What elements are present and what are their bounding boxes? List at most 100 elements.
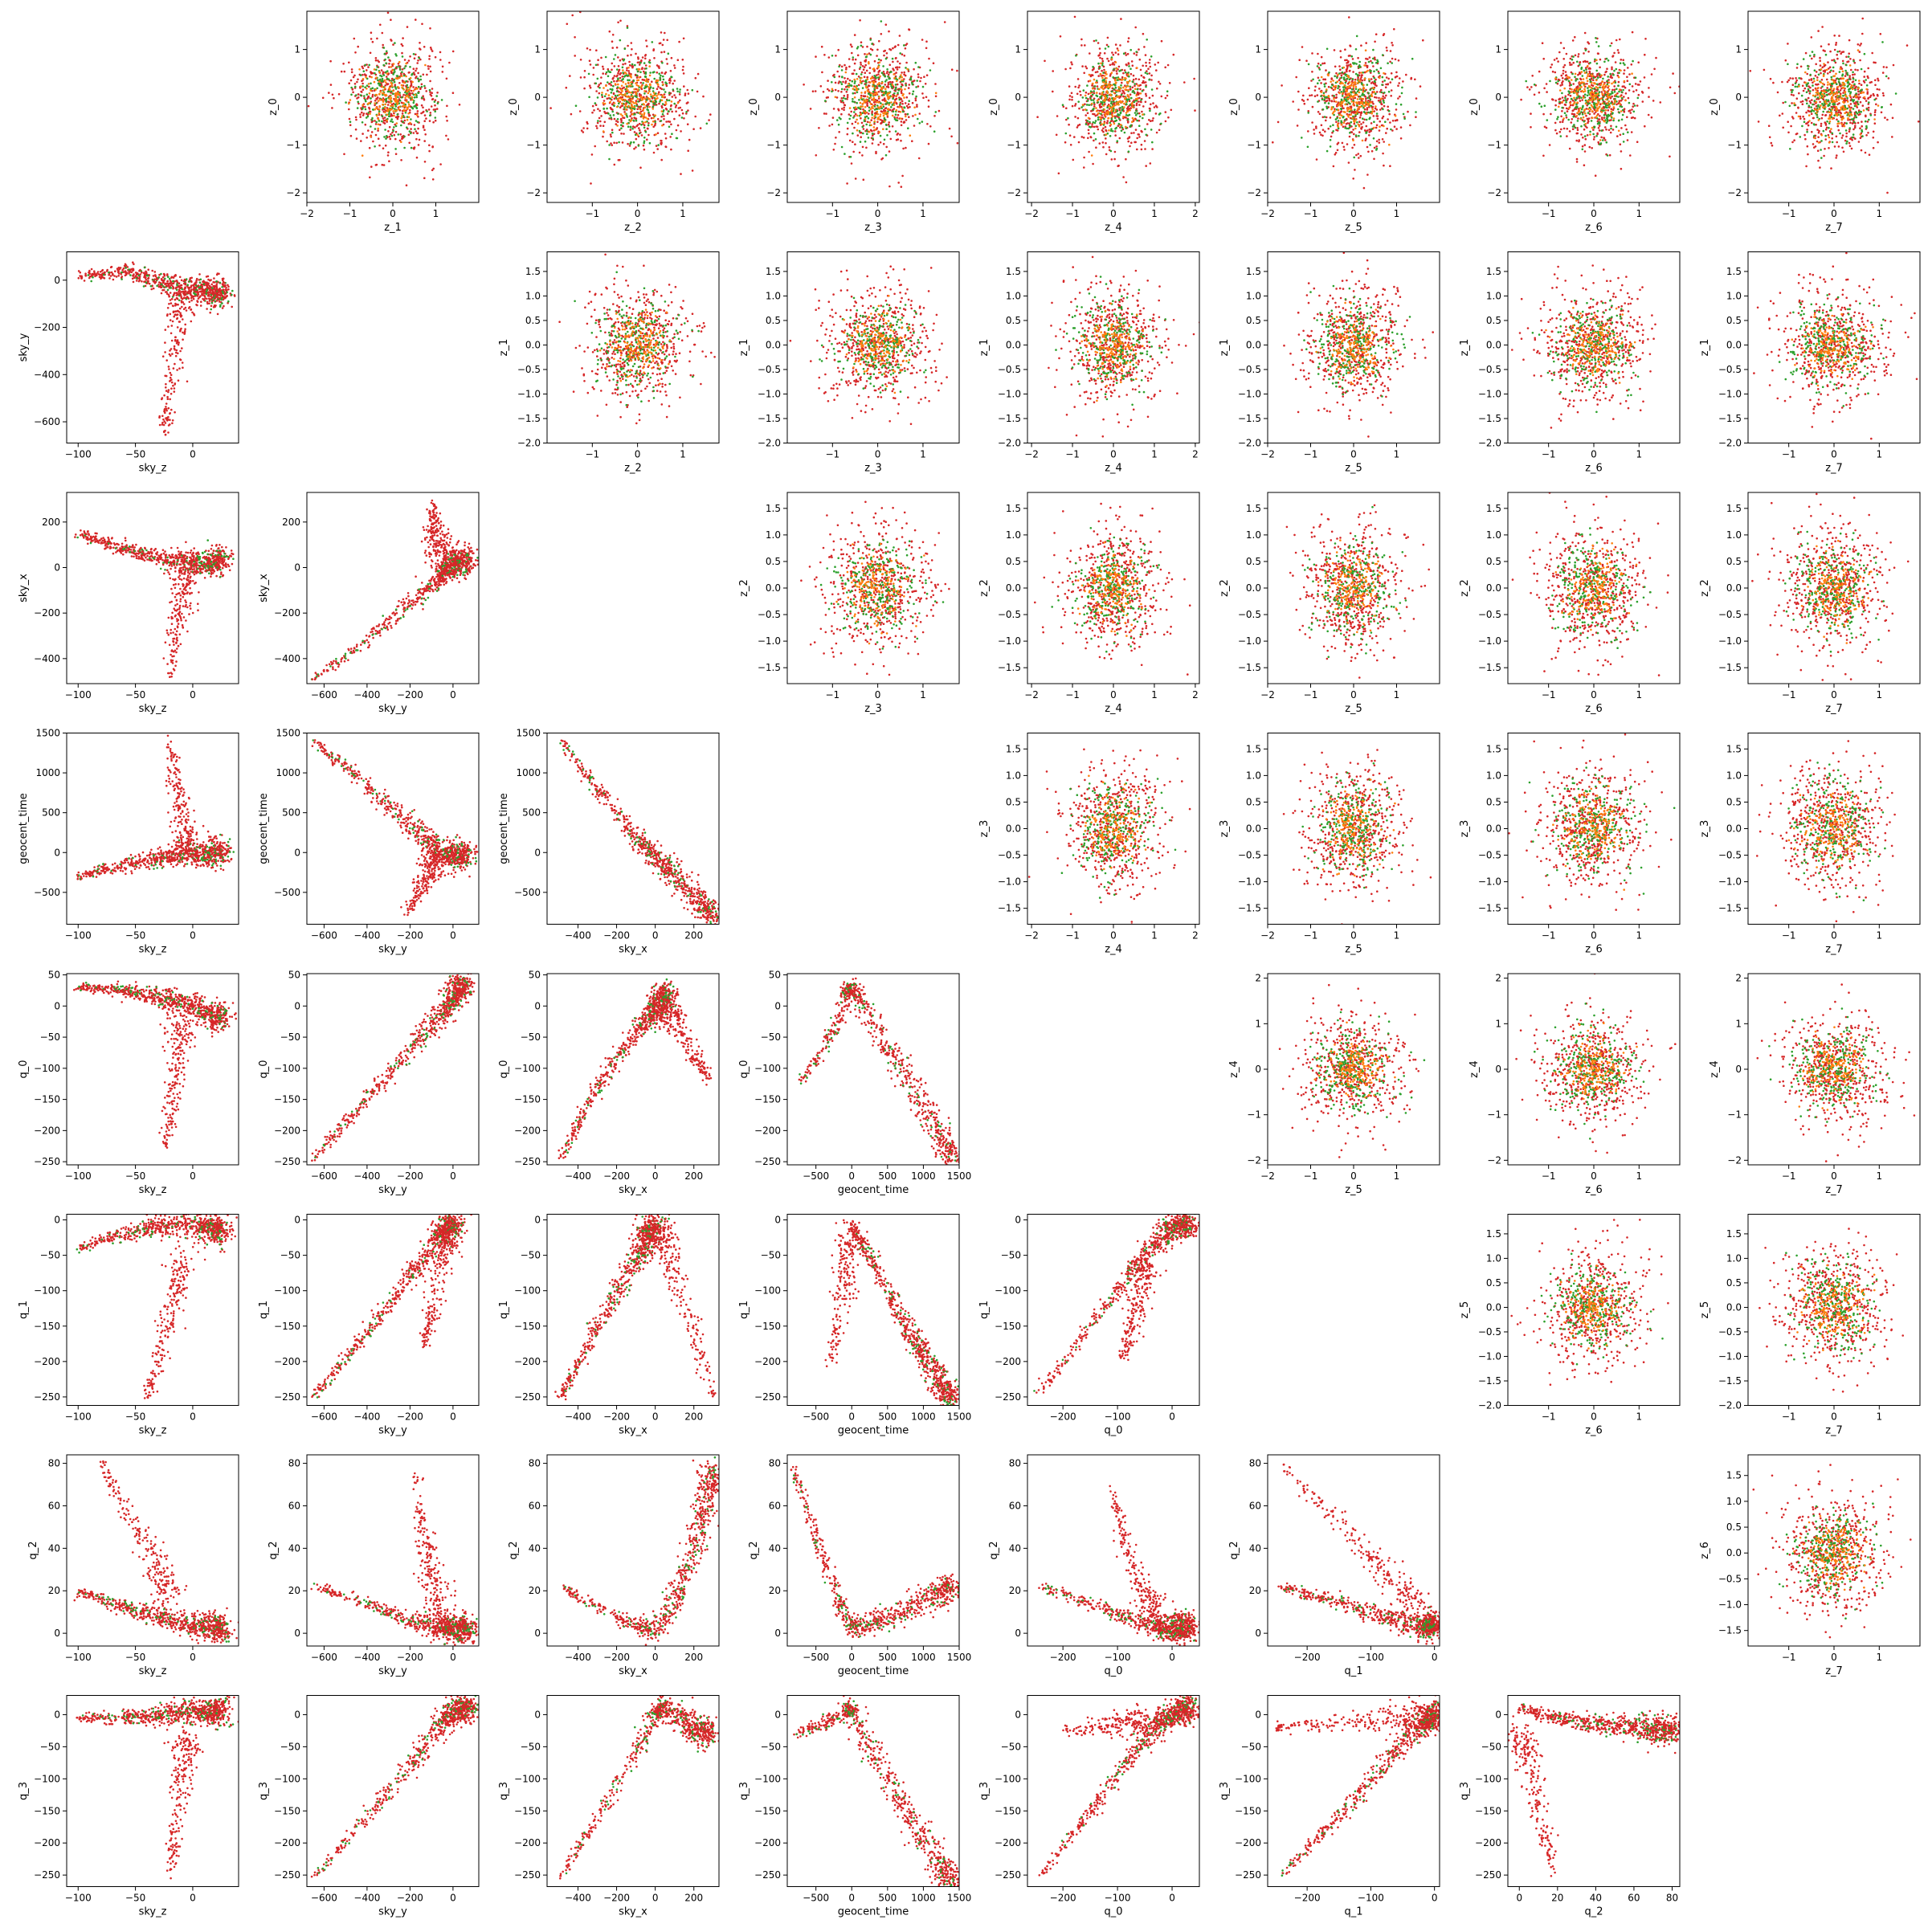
scatter-point bbox=[850, 43, 852, 46]
scatter-point bbox=[1122, 91, 1125, 93]
scatter-point bbox=[1105, 115, 1107, 117]
scatter-point bbox=[385, 81, 387, 84]
scatter-point bbox=[1338, 79, 1341, 81]
scatter-point bbox=[634, 64, 636, 67]
scatter-point bbox=[1155, 104, 1158, 107]
scatter-point bbox=[1352, 78, 1354, 80]
scatter-point bbox=[1342, 83, 1344, 85]
scatter-point bbox=[887, 76, 889, 78]
scatter-point bbox=[1348, 161, 1350, 164]
scatter-point bbox=[656, 80, 658, 83]
scatter-point bbox=[1112, 105, 1114, 108]
scatter-point bbox=[601, 92, 603, 94]
scatter-point bbox=[834, 143, 836, 145]
scatter-point bbox=[636, 84, 639, 87]
scatter-point bbox=[627, 55, 629, 57]
scatter-point bbox=[384, 116, 386, 119]
scatter-point bbox=[1142, 33, 1145, 35]
scatter-point bbox=[666, 100, 668, 102]
scatter-point bbox=[902, 111, 905, 113]
scatter-point bbox=[1407, 111, 1409, 113]
scatter-point bbox=[408, 134, 411, 137]
scatter-point bbox=[648, 106, 651, 108]
scatter-point bbox=[926, 74, 929, 76]
scatter-point bbox=[584, 70, 586, 72]
scatter-point bbox=[404, 92, 406, 94]
scatter-point bbox=[886, 112, 888, 114]
scatter-point bbox=[1089, 136, 1092, 138]
scatter-point bbox=[1136, 104, 1138, 107]
scatter-point bbox=[1086, 84, 1089, 87]
scatter-point bbox=[1364, 78, 1366, 80]
scatter-point bbox=[608, 144, 611, 146]
scatter-point bbox=[878, 91, 880, 93]
scatter-point bbox=[418, 80, 420, 83]
scatter-point bbox=[1115, 127, 1117, 129]
scatter-point bbox=[431, 145, 434, 148]
scatter-point bbox=[1620, 59, 1623, 61]
scatter-point bbox=[629, 100, 631, 103]
scatter-point bbox=[888, 108, 890, 110]
scatter-point bbox=[1354, 108, 1356, 111]
scatter-point bbox=[411, 90, 413, 92]
scatter-point bbox=[1111, 71, 1113, 74]
scatter-point bbox=[658, 93, 660, 96]
scatter-point bbox=[868, 112, 870, 115]
scatter-point bbox=[1326, 88, 1328, 91]
scatter-point bbox=[416, 157, 419, 159]
scatter-point bbox=[1145, 93, 1147, 96]
scatter-point bbox=[1134, 119, 1136, 121]
scatter-point bbox=[1135, 110, 1138, 112]
scatter-point bbox=[645, 84, 647, 86]
scatter-point bbox=[1625, 92, 1628, 95]
scatter-point bbox=[1370, 98, 1372, 100]
scatter-point bbox=[1419, 85, 1422, 88]
scatter-point bbox=[882, 65, 884, 67]
scatter-point bbox=[650, 93, 652, 96]
scatter-point bbox=[850, 84, 852, 87]
scatter-point bbox=[643, 92, 646, 95]
scatter-point bbox=[1333, 95, 1335, 97]
scatter-point bbox=[849, 140, 852, 142]
scatter-point bbox=[901, 86, 903, 88]
scatter-point bbox=[860, 81, 862, 84]
scatter-point bbox=[674, 67, 676, 69]
scatter-point bbox=[1305, 59, 1308, 62]
scatter-point bbox=[390, 138, 392, 141]
scatter-point bbox=[349, 124, 352, 126]
scatter-point bbox=[697, 73, 700, 76]
scatter-point bbox=[896, 80, 898, 83]
scatter-point bbox=[1136, 120, 1138, 122]
scatter-point bbox=[1151, 120, 1154, 122]
scatter-point bbox=[860, 96, 863, 99]
scatter-point bbox=[1610, 132, 1612, 134]
scatter-point bbox=[1297, 125, 1299, 127]
scatter-point bbox=[872, 85, 874, 88]
scatter-point bbox=[1330, 145, 1332, 148]
scatter-point bbox=[1334, 100, 1336, 103]
scatter-point bbox=[1142, 117, 1144, 120]
scatter-point bbox=[1080, 106, 1083, 108]
x-tick-label: −1 bbox=[825, 208, 839, 219]
scatter-point bbox=[1084, 103, 1086, 105]
scatter-point bbox=[379, 24, 382, 27]
scatter-point bbox=[1375, 33, 1378, 35]
scatter-point bbox=[1617, 49, 1620, 51]
scatter-point bbox=[1151, 141, 1154, 144]
scatter-point bbox=[1108, 105, 1110, 108]
scatter-point bbox=[672, 83, 674, 85]
scatter-point bbox=[634, 108, 636, 111]
x-axis-label: z_3 bbox=[864, 222, 882, 234]
scatter-point bbox=[842, 100, 844, 102]
scatter-point bbox=[653, 78, 656, 80]
scatter-point bbox=[862, 46, 864, 48]
scatter-point bbox=[687, 149, 689, 152]
scatter-point bbox=[870, 96, 872, 99]
scatter-point bbox=[851, 162, 853, 165]
scatter-point bbox=[870, 54, 872, 56]
scatter-point bbox=[929, 125, 932, 128]
scatter-point bbox=[868, 107, 871, 109]
scatter-point bbox=[847, 78, 849, 80]
scatter-point bbox=[1352, 117, 1354, 120]
scatter-point bbox=[1117, 47, 1119, 50]
